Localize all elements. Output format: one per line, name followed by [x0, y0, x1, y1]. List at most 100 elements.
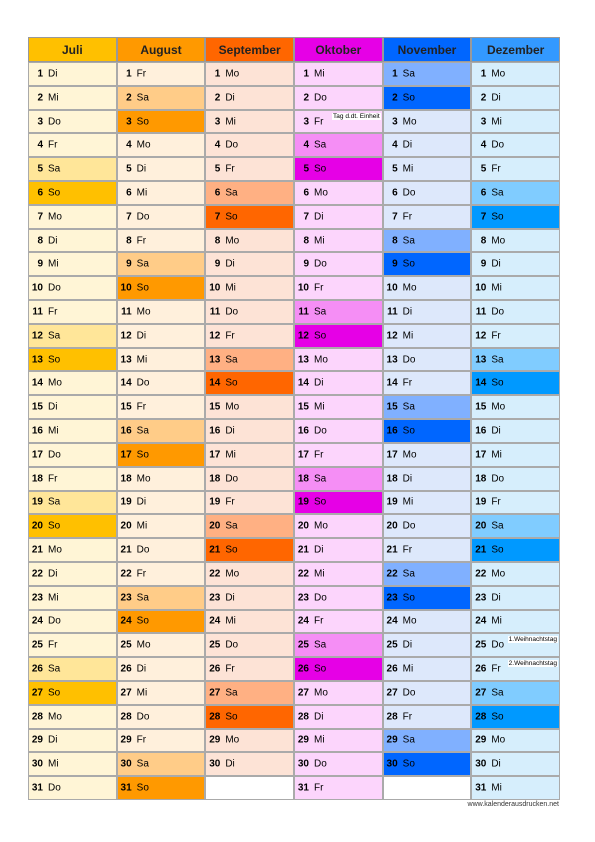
day-number: 7	[214, 211, 221, 223]
day-number: 9	[392, 258, 398, 270]
weekday: Sa	[136, 592, 149, 604]
day-cell: 16 Di	[471, 419, 560, 443]
day-number: 12	[297, 330, 309, 342]
day-number: 13	[31, 354, 43, 366]
day-number: 17	[120, 449, 132, 461]
day-cell: 25 Mo	[116, 633, 206, 658]
weekday: Do	[402, 520, 416, 532]
day-number: 12	[475, 330, 487, 342]
day-cell: 3 Mi	[205, 109, 294, 134]
day-number: 9	[126, 258, 132, 270]
day-cell: 19 Fr	[205, 490, 294, 515]
weekday: Mi	[491, 116, 502, 127]
weekday: Fr	[225, 663, 235, 675]
weekday: Do	[225, 473, 239, 485]
weekday: Fr	[225, 163, 235, 175]
weekday: Di	[402, 306, 413, 318]
day-cell: 19 Di	[116, 490, 206, 515]
weekday: Sa	[491, 520, 504, 532]
weekday: Fr	[402, 211, 413, 223]
day-number: 10	[297, 282, 309, 294]
weekday: Do	[314, 425, 327, 437]
day-number: 14	[120, 377, 132, 389]
day-number: 2	[126, 92, 132, 104]
day-number: 5	[303, 163, 309, 175]
weekday: Do	[136, 711, 150, 723]
weekday: So	[136, 615, 149, 627]
day-number: 5	[480, 163, 487, 175]
weekday: Do	[314, 592, 327, 604]
weekday: Do	[491, 139, 505, 151]
day-number: 12	[31, 330, 43, 342]
weekday: Di	[402, 639, 413, 651]
day-cell: 14 Di	[294, 371, 383, 396]
weekday: Di	[225, 92, 235, 104]
weekday: Sa	[402, 68, 415, 80]
day-number: 4	[214, 139, 221, 151]
day-number: 21	[31, 544, 43, 556]
day-number: 14	[297, 377, 309, 389]
day-cell: 24 Do	[28, 609, 117, 634]
weekday: Mi	[402, 663, 414, 675]
day-number: 9	[37, 258, 43, 270]
day-number: 27	[120, 687, 132, 699]
weekday: Mi	[136, 687, 148, 699]
day-cell: 13 Mi	[116, 347, 206, 372]
day-cell: 7 Mo	[28, 204, 117, 229]
day-cell: 26 Mi	[382, 657, 472, 681]
day-number: 1	[303, 68, 309, 80]
day-number: 6	[480, 187, 487, 199]
weekday: Di	[136, 163, 147, 175]
day-cell: 1 Mi	[294, 62, 383, 86]
day-cell: 15 Fr	[116, 395, 206, 420]
weekday: Di	[225, 758, 235, 770]
weekday: So	[314, 163, 327, 175]
day-cell: 26 Fr 2.Weihnachtstag	[471, 657, 560, 681]
day-cell: 23 Do	[294, 585, 383, 610]
month-header: Dezember	[471, 37, 560, 62]
weekday: Sa	[402, 568, 415, 580]
day-cell: 10 Mi	[205, 276, 294, 301]
weekday: Sa	[48, 163, 61, 175]
day-number: 28	[120, 711, 132, 723]
day-cell: 12 Sa	[28, 323, 117, 348]
holiday-note: Tag d.dt. Einheit	[332, 112, 381, 120]
weekday: So	[402, 592, 415, 604]
day-cell: 8 Mo	[205, 228, 294, 253]
day-number: 16	[475, 425, 487, 437]
weekday: Do	[402, 687, 416, 699]
day-number: 24	[31, 615, 43, 627]
day-cell: 6 Mi	[116, 181, 206, 205]
day-number: 8	[214, 235, 221, 247]
weekday: Fr	[48, 473, 58, 485]
month-header: Oktober	[294, 37, 383, 62]
weekday: Mo	[136, 139, 151, 151]
day-number: 30	[475, 758, 487, 770]
day-number: 23	[297, 592, 309, 604]
day-number: 23	[209, 592, 221, 604]
day-number: 2	[480, 92, 487, 104]
day-number: 16	[209, 425, 221, 437]
day-cell: 20 Sa	[471, 514, 560, 539]
day-cell: 13 So	[28, 347, 117, 372]
day-number: 15	[386, 401, 398, 413]
weekday: So	[491, 211, 504, 223]
weekday: Mo	[314, 687, 328, 699]
weekday: Mo	[314, 354, 328, 366]
day-cell: 29 Mi	[294, 728, 383, 753]
day-cell: 11 Do	[471, 300, 560, 324]
day-cell: 9 Di	[471, 252, 560, 277]
day-cell: 13 Do	[382, 347, 472, 372]
day-number: 9	[303, 258, 309, 270]
weekday: So	[48, 687, 61, 699]
weekday: So	[136, 449, 149, 461]
day-number: 5	[214, 163, 221, 175]
weekday: Sa	[314, 306, 327, 318]
day-cell: 14 Fr	[382, 371, 472, 396]
weekday: Do	[136, 211, 150, 223]
day-cell: 7 So	[205, 204, 294, 229]
day-cell: 11 Do	[205, 300, 294, 324]
day-cell: 10 Fr	[294, 276, 383, 301]
day-cell: 4 Sa	[294, 133, 383, 158]
day-number: 22	[209, 568, 221, 580]
